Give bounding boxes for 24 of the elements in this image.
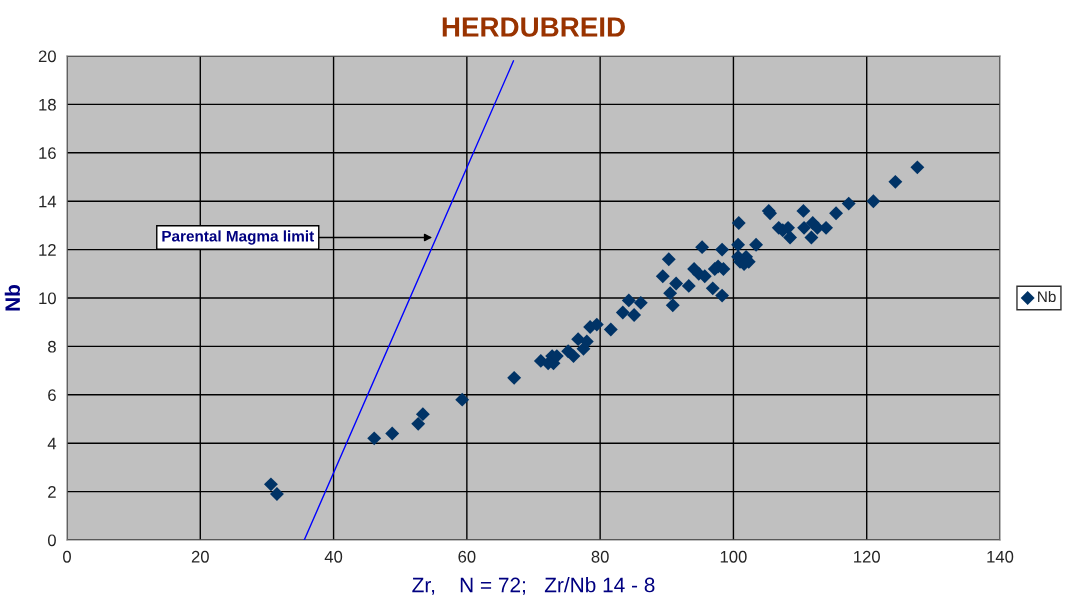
y-tick-label: 18: [39, 98, 56, 111]
y-tick-label: 2: [48, 486, 56, 498]
x-tick-label: 0: [63, 550, 71, 563]
y-tick-label: 12: [39, 244, 56, 256]
y-tick-label: 4: [47, 437, 57, 450]
x-tick-label: 60: [458, 550, 476, 563]
annotation: Parental Magma limit: [162, 230, 314, 245]
y-axis-title: Nb: [4, 284, 21, 311]
x-tick-label: 80: [591, 550, 609, 563]
x-tick-label: 40: [324, 550, 343, 563]
x-axis-title: Zr, N = 72; Zr/Nb 14 - 8: [412, 577, 655, 595]
y-tick-label: 20: [38, 50, 56, 63]
chart-title: HERDUBREID: [442, 17, 625, 37]
legend-label: Nb: [1038, 290, 1056, 303]
y-tick-label: 10: [39, 292, 56, 305]
x-tick-label: 100: [720, 550, 747, 563]
y-tick-label: 6: [48, 389, 56, 401]
y-tick-label: 16: [39, 147, 56, 159]
y-tick-label: 8: [48, 340, 56, 353]
x-tick-label: 20: [191, 550, 209, 563]
x-tick-label: 140: [987, 550, 1014, 563]
y-tick-label: 14: [39, 195, 57, 208]
y-tick-label: 0: [47, 534, 56, 547]
x-tick-label: 120: [854, 550, 880, 563]
